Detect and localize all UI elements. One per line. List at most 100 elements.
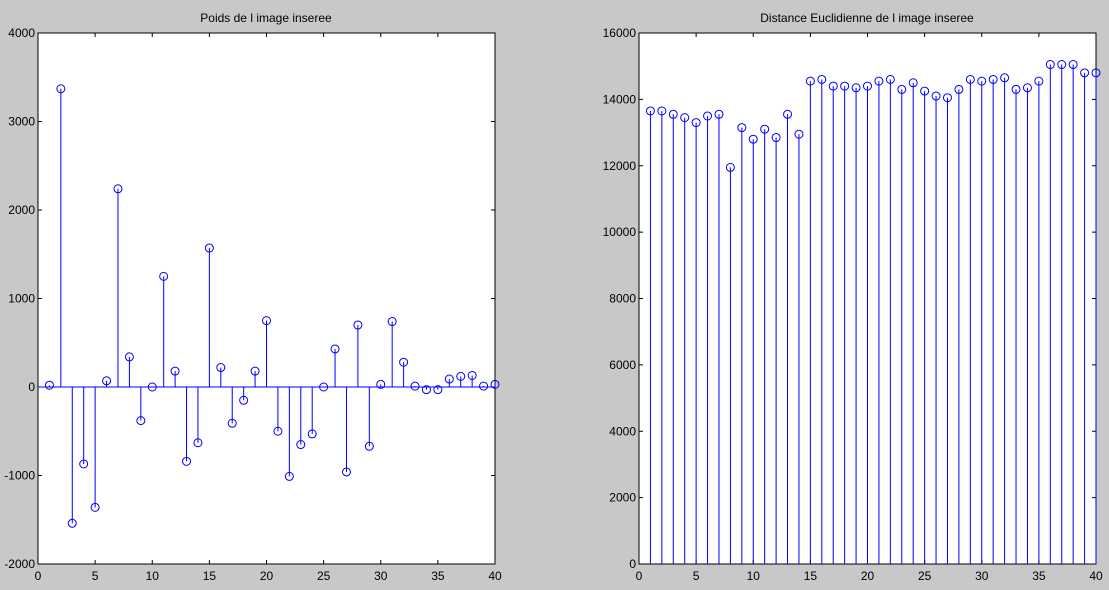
left-stem-marker [410,381,420,391]
right-stem-marker [1057,60,1067,70]
right-stem-marker [760,124,770,134]
right-stem-marker [1080,68,1090,78]
left-stem-marker [341,467,351,477]
right-stem-marker [828,81,838,91]
left-y-tick-label: 2000 [8,203,35,217]
left-stem-marker [79,459,89,469]
right-stem-marker [725,162,735,172]
left-axes-background [37,32,496,565]
right-y-tick-label: 0 [629,557,636,571]
right-axis-ticks: 0 5 10 15 20 25 30 35 40 0 2000 4000 6000 8000 10000 12… [603,26,1103,583]
right-stems [645,60,1101,564]
left-stem-marker [67,518,77,528]
left-stem-marker [147,382,157,392]
right-stem-marker [965,74,975,84]
right-stem-marker [885,74,895,84]
right-stem-marker [1068,60,1078,70]
left-stem-marker [227,418,237,428]
right-stem-marker [897,84,907,94]
right-stem-marker [931,91,941,101]
left-stem-marker [44,380,54,390]
left-stem-marker [102,376,112,386]
left-stems [38,84,500,528]
left-stem-marker [479,381,489,391]
right-stem-marker [977,76,987,86]
right-stem-marker [737,123,747,133]
left-stem-marker [353,320,363,330]
right-stem-marker [805,76,815,86]
left-stem-marker [193,438,203,448]
left-stem-marker [467,370,477,380]
right-stem-marker [1022,83,1032,93]
left-x-tick-label: 5 [92,569,99,583]
left-subplot: Poids de l image inseree 0 5 10 15 20 25 30 35 4… [4,11,502,583]
left-stem-marker [90,502,100,512]
left-stem-marker [204,243,214,253]
left-stem-marker [182,456,192,466]
right-stem-marker [645,106,655,116]
left-x-tick-label: 25 [317,569,331,583]
left-stem-marker [376,379,386,389]
right-stem-marker [920,86,930,96]
right-stem-marker [703,111,713,121]
right-y-tick-label: 6000 [609,358,636,372]
left-stem-marker [250,366,260,376]
left-stem-marker [456,371,466,381]
left-stem-marker [399,357,409,367]
left-stem-marker [262,316,271,326]
left-axis-ticks: 0 5 10 15 20 25 30 35 40 -2000 -1000 0 1000 2000 3000 4… [4,26,502,583]
left-stem-marker [319,382,329,392]
left-stem-marker [273,426,283,436]
right-stem-marker [783,109,793,119]
left-stem-marker [307,429,317,439]
right-y-tick-label: 16000 [603,26,637,40]
left-stem-marker [284,471,294,481]
left-y-tick-label: 3000 [8,115,35,129]
left-x-tick-label: 15 [203,569,217,583]
right-x-tick-label: 25 [918,569,932,583]
left-stem-marker [296,440,306,450]
right-stem-marker [863,81,872,91]
right-x-tick-label: 5 [693,569,700,583]
right-stem-marker [908,78,918,88]
right-y-tick-label: 10000 [603,225,637,239]
left-stem-marker [136,416,146,426]
right-x-tick-label: 15 [804,569,818,583]
left-stem-marker [421,385,431,395]
right-stem-marker [691,118,701,128]
right-x-tick-label: 40 [1089,569,1103,583]
right-stem-marker [954,84,964,94]
right-y-tick-label: 14000 [603,92,637,106]
right-x-tick-label: 10 [747,569,761,583]
left-stem-marker [216,363,226,373]
left-x-tick-label: 40 [488,569,502,583]
left-stem-marker [56,84,66,94]
right-stem-marker [874,76,884,86]
left-x-tick-label: 20 [260,569,274,583]
right-stem-marker [668,109,678,119]
left-chart-title: Poids de l image inseree [200,11,332,25]
right-x-tick-label: 30 [975,569,989,583]
right-y-tick-label: 2000 [609,491,636,505]
left-stem-marker [330,344,340,354]
left-stem-marker [364,441,374,451]
left-stem-marker [239,395,249,405]
right-x-tick-label: 20 [861,569,875,583]
left-x-tick-label: 10 [146,569,160,583]
right-stem-marker [988,74,998,84]
left-y-tick-label: 4000 [8,26,35,40]
left-stem-marker [433,385,443,395]
right-chart-title: Distance Euclidienne de l image inseree [760,11,974,25]
left-x-tick-label: 30 [374,569,388,583]
left-y-tick-label: -1000 [4,469,35,483]
right-stem-marker [794,129,804,139]
right-stem-marker [771,133,781,143]
left-stem-marker [444,374,454,384]
left-stem-marker [159,271,169,281]
right-x-tick-label: 0 [636,569,643,583]
right-stem-marker [851,83,861,93]
left-stem-marker [387,317,397,327]
right-y-tick-label: 8000 [609,292,636,306]
left-y-tick-label: -2000 [4,557,35,571]
